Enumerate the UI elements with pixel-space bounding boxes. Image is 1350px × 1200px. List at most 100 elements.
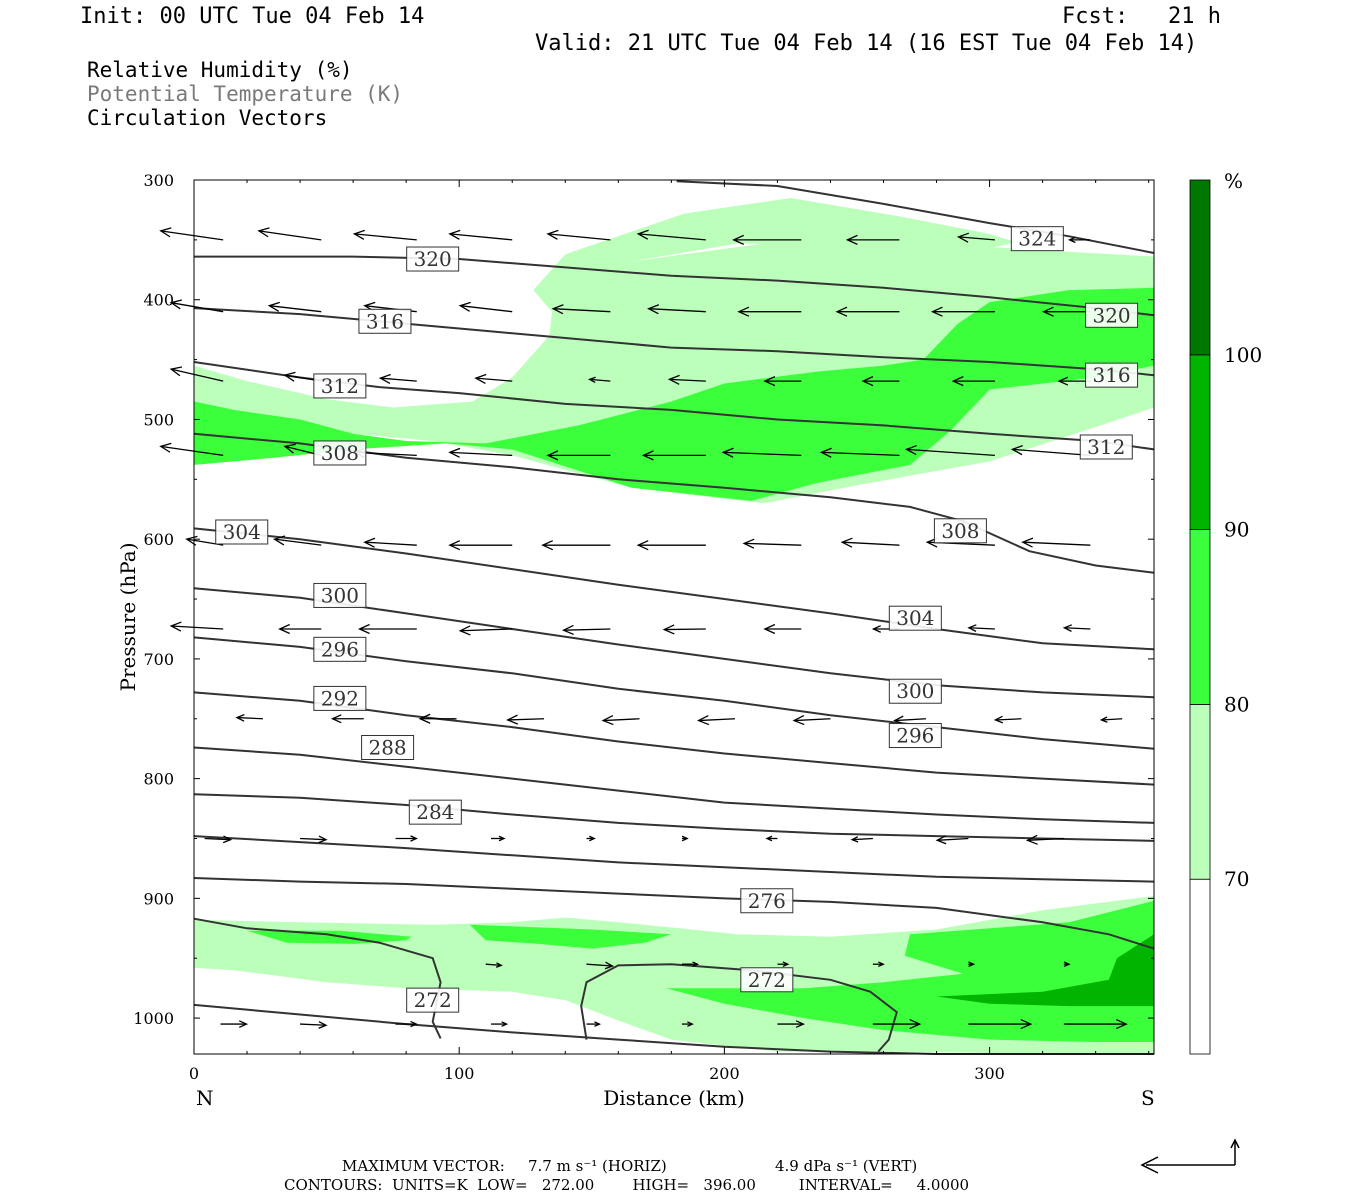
circulation-vector	[967, 624, 995, 632]
circulation-vector	[721, 447, 802, 458]
vector-shaft	[842, 541, 900, 546]
vector-head	[742, 538, 755, 549]
vector-shaft	[698, 718, 736, 722]
circulation-vector	[840, 537, 900, 548]
vector-shaft	[449, 233, 513, 241]
vector-head	[878, 961, 885, 968]
theta-contour-276	[193, 877, 1155, 950]
circulation-vector	[474, 373, 513, 385]
max-vector-vert: 4.9 dPa s⁻¹ (VERT)	[775, 1157, 918, 1175]
vector-head	[235, 714, 245, 722]
vector-head	[1099, 716, 1108, 723]
legend-vectors: Circulation Vectors	[87, 106, 328, 130]
circulation-vector	[935, 835, 969, 845]
contour-label-box	[1079, 434, 1133, 460]
contour-label-box	[215, 519, 269, 545]
vector-head	[1067, 236, 1076, 244]
vector-head	[967, 624, 977, 632]
circulation-vector	[968, 1018, 1033, 1030]
circulation-vector	[601, 714, 640, 726]
colorbar-label: 90	[1224, 518, 1249, 542]
vector-head	[357, 623, 370, 635]
theta-contour-272	[193, 917, 442, 1039]
vector-head	[278, 623, 290, 635]
vector-shaft	[258, 230, 322, 241]
circulation-vector	[641, 450, 706, 461]
circulation-vector	[872, 1018, 922, 1030]
vector-head	[159, 442, 172, 453]
contour-label: 292	[321, 686, 359, 710]
vector-head	[506, 714, 519, 725]
circulation-vector	[169, 366, 224, 382]
contour-label-box	[408, 799, 462, 825]
circulation-vector	[546, 450, 611, 461]
circulation-vector	[551, 304, 611, 315]
y-tick-label: 600	[143, 530, 174, 549]
x-axis-label: Distance (km)	[603, 1086, 745, 1110]
contour-label-box	[361, 735, 415, 761]
circulation-vector	[448, 229, 513, 241]
vector-head	[1063, 961, 1071, 968]
vector-head	[956, 232, 970, 243]
vector-shaft	[648, 308, 706, 313]
vector-shaft	[723, 451, 802, 457]
circulation-vector	[845, 234, 900, 245]
reference-vector-icon	[1140, 1138, 1240, 1174]
theta-contour-304	[193, 527, 1155, 651]
vector-head	[732, 234, 744, 245]
vector-shaft	[300, 837, 327, 841]
vector-head	[993, 715, 1004, 724]
vector-head	[1115, 1018, 1128, 1030]
vector-head	[589, 835, 596, 842]
vector-head	[935, 835, 947, 845]
vector-shaft	[664, 628, 706, 631]
vector-shaft	[894, 718, 926, 722]
circulation-vector	[930, 306, 995, 317]
theta-contour-280	[193, 835, 1155, 883]
colorbar-label: 100	[1224, 343, 1262, 367]
vector-head	[169, 366, 183, 377]
axes-layer: 300 400 500 600 700 800 900 1000 0 100 200 300	[133, 171, 1154, 1083]
circulation-vector	[561, 624, 611, 636]
x-tick-label: 200	[709, 1064, 740, 1083]
vector-head	[763, 376, 776, 387]
colorbar-segment	[1189, 704, 1211, 880]
vector-head	[330, 714, 342, 724]
vector-head	[448, 229, 461, 240]
circulation-vector	[586, 1021, 602, 1027]
vector-shaft	[553, 308, 611, 313]
vector-shaft	[968, 627, 995, 630]
vector-shaft	[1022, 541, 1091, 546]
vector-head	[1025, 834, 1038, 845]
vector-head	[968, 961, 976, 968]
circulation-vector	[448, 447, 513, 458]
vector-shaft	[744, 542, 802, 546]
init-time: Init: 00 UTC Tue 04 Feb 14	[80, 4, 425, 29]
vector-shaft	[460, 628, 513, 632]
legend-rh: Relative Humidity (%)	[87, 58, 353, 82]
colorbar-segment	[1189, 179, 1211, 356]
vector-head	[498, 835, 506, 842]
colorbar-unit: %	[1224, 169, 1243, 193]
vector-head	[222, 835, 233, 844]
plot-frame	[193, 179, 1155, 1055]
circulation-vector	[363, 537, 417, 548]
circulation-vector	[418, 713, 457, 724]
contour-label: 316	[1092, 363, 1130, 387]
vector-shaft	[160, 230, 224, 241]
contour-label: 304	[223, 520, 261, 544]
vector-head	[647, 304, 660, 315]
theta-contour-308	[193, 432, 1155, 574]
theta-contour-284	[193, 793, 1155, 842]
vector-head	[561, 624, 574, 636]
vector-head	[893, 715, 904, 725]
vector-head	[692, 961, 700, 968]
vector-shaft	[906, 448, 995, 457]
vector-shaft	[603, 718, 640, 722]
vector-head	[871, 625, 881, 633]
contour-label: 304	[896, 606, 934, 630]
contour-label: 300	[321, 583, 359, 607]
colorbar-label: 70	[1224, 867, 1249, 891]
circulation-vector	[732, 234, 802, 245]
y-tick-label: 500	[143, 410, 174, 429]
